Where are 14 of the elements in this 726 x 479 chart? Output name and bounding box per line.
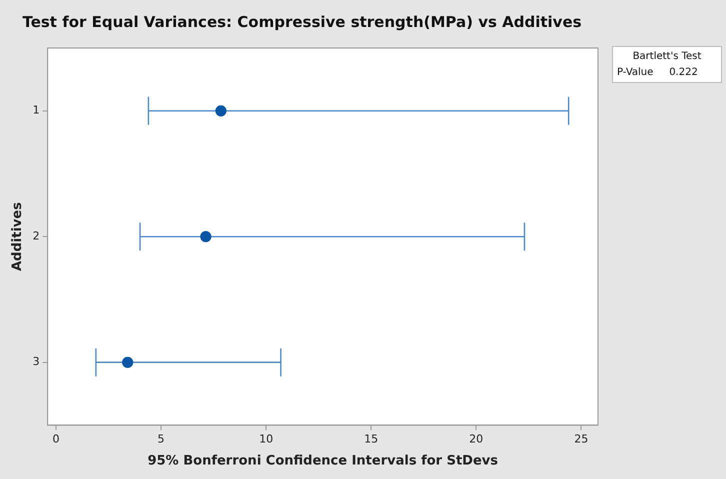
y-tick-label: 1: [32, 104, 40, 117]
y-tick-label: 3: [32, 355, 40, 368]
x-tick-label: 25: [574, 432, 588, 446]
x-tick-label: 15: [364, 432, 378, 446]
chart-title: Test for Equal Variances: Compressive strength(MPa) vs Additives: [22, 12, 582, 31]
y-axis-title: Additives: [10, 202, 26, 272]
y-tick-label: 2: [32, 229, 40, 242]
x-tick-label: 0: [52, 432, 60, 446]
x-axis-title: 95% Bonferroni Confidence Intervals for StDevs: [148, 454, 498, 469]
text: P-Value 0.222: [617, 67, 699, 78]
x-tick-label: 5: [158, 432, 165, 446]
x-tick-label: 20: [469, 432, 484, 446]
x-tick-label: 10: [259, 432, 274, 446]
text: Bartlett's Test: [632, 51, 702, 62]
